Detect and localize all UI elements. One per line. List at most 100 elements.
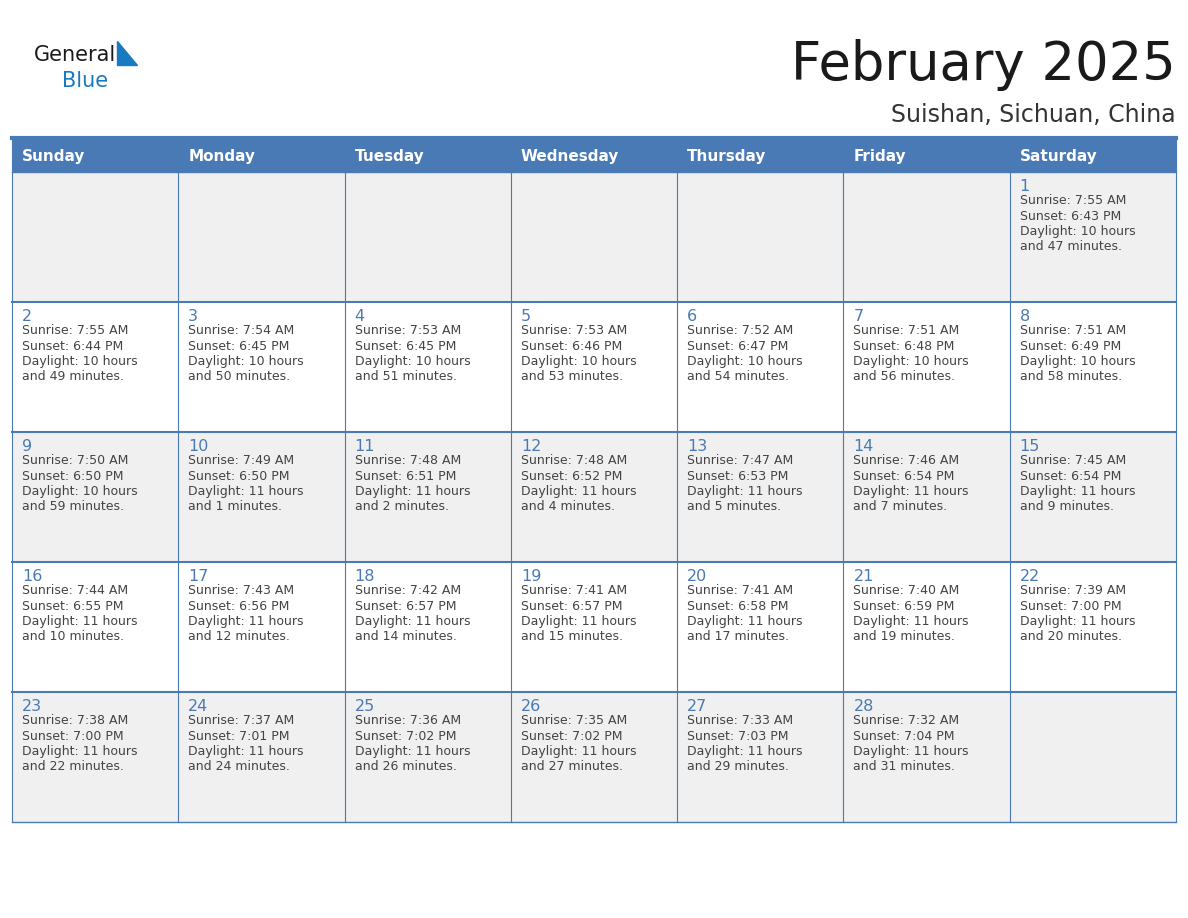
Text: Sunset: 7:02 PM: Sunset: 7:02 PM xyxy=(354,730,456,743)
Bar xyxy=(178,172,345,302)
Text: and 19 minutes.: and 19 minutes. xyxy=(853,630,955,643)
Text: Daylight: 10 hours: Daylight: 10 hours xyxy=(21,485,138,498)
Bar xyxy=(843,562,1010,692)
Text: Sunrise: 7:37 AM: Sunrise: 7:37 AM xyxy=(188,714,295,727)
Text: Daylight: 10 hours: Daylight: 10 hours xyxy=(354,354,470,367)
Text: 5: 5 xyxy=(520,309,531,324)
Text: Sunrise: 7:49 AM: Sunrise: 7:49 AM xyxy=(188,454,295,467)
Bar xyxy=(677,432,843,562)
Text: Sunrise: 7:51 AM: Sunrise: 7:51 AM xyxy=(853,324,960,338)
Text: 12: 12 xyxy=(520,439,542,454)
Bar xyxy=(511,432,677,562)
Bar xyxy=(843,302,1010,432)
Bar xyxy=(1010,432,1176,562)
Text: Sunset: 6:50 PM: Sunset: 6:50 PM xyxy=(21,469,124,483)
Text: and 15 minutes.: and 15 minutes. xyxy=(520,630,623,643)
Text: and 56 minutes.: and 56 minutes. xyxy=(853,370,955,383)
Text: Sunrise: 7:41 AM: Sunrise: 7:41 AM xyxy=(687,585,794,598)
Bar xyxy=(178,692,345,822)
Bar xyxy=(843,140,1010,172)
Text: Sunset: 6:56 PM: Sunset: 6:56 PM xyxy=(188,599,290,612)
Text: Blue: Blue xyxy=(62,71,108,91)
Text: Daylight: 11 hours: Daylight: 11 hours xyxy=(853,485,969,498)
Text: Daylight: 11 hours: Daylight: 11 hours xyxy=(354,485,470,498)
Text: Sunset: 6:50 PM: Sunset: 6:50 PM xyxy=(188,469,290,483)
Bar xyxy=(345,432,511,562)
Text: and 1 minutes.: and 1 minutes. xyxy=(188,499,283,512)
Text: and 51 minutes.: and 51 minutes. xyxy=(354,370,456,383)
Bar xyxy=(677,302,843,432)
Text: Daylight: 11 hours: Daylight: 11 hours xyxy=(21,744,138,757)
Text: Sunrise: 7:39 AM: Sunrise: 7:39 AM xyxy=(1019,585,1126,598)
Text: Sunset: 6:57 PM: Sunset: 6:57 PM xyxy=(520,599,623,612)
Text: and 29 minutes.: and 29 minutes. xyxy=(687,759,789,773)
Bar xyxy=(677,172,843,302)
Text: and 2 minutes.: and 2 minutes. xyxy=(354,499,449,512)
Text: 16: 16 xyxy=(21,569,43,584)
Text: Daylight: 11 hours: Daylight: 11 hours xyxy=(21,614,138,628)
Text: 13: 13 xyxy=(687,439,707,454)
Bar xyxy=(12,432,178,562)
Bar xyxy=(511,140,677,172)
Text: Daylight: 11 hours: Daylight: 11 hours xyxy=(853,614,969,628)
Text: Sunrise: 7:40 AM: Sunrise: 7:40 AM xyxy=(853,585,960,598)
Text: Daylight: 11 hours: Daylight: 11 hours xyxy=(520,485,637,498)
Text: 24: 24 xyxy=(188,699,209,714)
Text: Daylight: 11 hours: Daylight: 11 hours xyxy=(354,744,470,757)
Text: Sunset: 6:58 PM: Sunset: 6:58 PM xyxy=(687,599,789,612)
Text: Daylight: 10 hours: Daylight: 10 hours xyxy=(687,354,803,367)
Text: Sunset: 6:51 PM: Sunset: 6:51 PM xyxy=(354,469,456,483)
Text: and 20 minutes.: and 20 minutes. xyxy=(1019,630,1121,643)
Text: Daylight: 11 hours: Daylight: 11 hours xyxy=(687,485,803,498)
Text: Sunset: 6:57 PM: Sunset: 6:57 PM xyxy=(354,599,456,612)
Text: Sunset: 6:47 PM: Sunset: 6:47 PM xyxy=(687,340,789,353)
Text: Daylight: 11 hours: Daylight: 11 hours xyxy=(1019,485,1136,498)
Text: General: General xyxy=(34,45,116,65)
Text: Daylight: 11 hours: Daylight: 11 hours xyxy=(687,744,803,757)
Bar xyxy=(677,140,843,172)
Bar xyxy=(12,140,178,172)
Bar xyxy=(843,692,1010,822)
Text: Daylight: 11 hours: Daylight: 11 hours xyxy=(520,614,637,628)
Text: Sunrise: 7:55 AM: Sunrise: 7:55 AM xyxy=(1019,195,1126,207)
Bar xyxy=(345,562,511,692)
Text: Sunrise: 7:43 AM: Sunrise: 7:43 AM xyxy=(188,585,295,598)
Bar xyxy=(1010,172,1176,302)
Text: Sunrise: 7:50 AM: Sunrise: 7:50 AM xyxy=(21,454,128,467)
Text: Monday: Monday xyxy=(188,149,255,163)
Text: Friday: Friday xyxy=(853,149,906,163)
Bar xyxy=(178,432,345,562)
Text: and 7 minutes.: and 7 minutes. xyxy=(853,499,948,512)
Text: and 50 minutes.: and 50 minutes. xyxy=(188,370,290,383)
Bar xyxy=(178,302,345,432)
Bar xyxy=(12,692,178,822)
Bar xyxy=(1010,692,1176,822)
Text: Sunset: 7:00 PM: Sunset: 7:00 PM xyxy=(1019,599,1121,612)
Text: and 27 minutes.: and 27 minutes. xyxy=(520,759,623,773)
Text: 14: 14 xyxy=(853,439,874,454)
Text: Sunset: 6:44 PM: Sunset: 6:44 PM xyxy=(21,340,124,353)
Text: and 53 minutes.: and 53 minutes. xyxy=(520,370,623,383)
Text: 28: 28 xyxy=(853,699,874,714)
Text: 2: 2 xyxy=(21,309,32,324)
Text: Sunset: 6:49 PM: Sunset: 6:49 PM xyxy=(1019,340,1121,353)
Text: Saturday: Saturday xyxy=(1019,149,1098,163)
Text: Sunrise: 7:32 AM: Sunrise: 7:32 AM xyxy=(853,714,960,727)
Text: Sunrise: 7:36 AM: Sunrise: 7:36 AM xyxy=(354,714,461,727)
Text: 3: 3 xyxy=(188,309,198,324)
Text: 8: 8 xyxy=(1019,309,1030,324)
Text: and 58 minutes.: and 58 minutes. xyxy=(1019,370,1121,383)
Text: Sunset: 6:48 PM: Sunset: 6:48 PM xyxy=(853,340,955,353)
Text: Sunset: 7:02 PM: Sunset: 7:02 PM xyxy=(520,730,623,743)
Bar xyxy=(677,562,843,692)
Text: and 5 minutes.: and 5 minutes. xyxy=(687,499,782,512)
Text: Daylight: 11 hours: Daylight: 11 hours xyxy=(853,744,969,757)
Bar xyxy=(511,562,677,692)
Text: Thursday: Thursday xyxy=(687,149,766,163)
Text: Sunset: 6:54 PM: Sunset: 6:54 PM xyxy=(853,469,955,483)
Text: 21: 21 xyxy=(853,569,874,584)
Text: Sunset: 6:43 PM: Sunset: 6:43 PM xyxy=(1019,209,1121,222)
Text: Sunrise: 7:53 AM: Sunrise: 7:53 AM xyxy=(354,324,461,338)
Text: and 12 minutes.: and 12 minutes. xyxy=(188,630,290,643)
Text: Sunrise: 7:48 AM: Sunrise: 7:48 AM xyxy=(520,454,627,467)
